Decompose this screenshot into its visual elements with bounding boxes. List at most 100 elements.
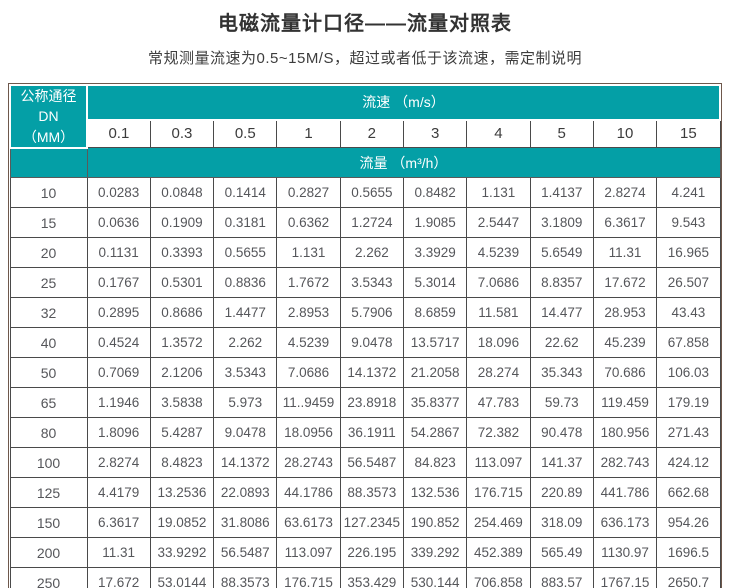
flow-value-cell: 2650.7 xyxy=(656,567,721,588)
velocity-header-cell: 2 xyxy=(339,119,404,149)
flow-value-cell: 2.262 xyxy=(213,327,278,359)
flow-value-cell: 0.8482 xyxy=(402,177,468,209)
velocity-header-cell: 10 xyxy=(592,119,658,149)
table-row: 50 0.7069 2.1206 3.5343 7.0686 14.1372 21.2058… xyxy=(9,357,721,389)
dn-cell: 100 xyxy=(9,447,88,479)
corner-header-line2: （MM） xyxy=(22,128,75,145)
flow-value-cell: 16.965 xyxy=(656,237,721,269)
table-row: 32 0.2895 0.8686 1.4477 2.8953 5.7906 8.6859 11… xyxy=(9,297,721,329)
flow-value-cell: 22.0893 xyxy=(213,477,278,509)
table-row: 40 0.4524 1.3572 2.262 4.5239 9.0478 13.5717 18… xyxy=(9,327,721,359)
flow-value-cell: 179.19 xyxy=(656,387,721,419)
flow-value-cell: 176.715 xyxy=(276,567,341,588)
flow-value-cell: 0.1131 xyxy=(86,237,151,269)
flow-value-cell: 1.1946 xyxy=(86,387,151,419)
velocity-header-cell: 1 xyxy=(276,119,341,149)
flow-value-cell: 0.3181 xyxy=(213,207,278,239)
flow-value-cell: 1696.5 xyxy=(656,537,721,569)
flow-value-cell: 54.2867 xyxy=(402,417,468,449)
flow-value-cell: 113.097 xyxy=(276,537,341,569)
flow-value-cell: 1.4137 xyxy=(529,177,594,209)
flow-value-cell: 13.2536 xyxy=(149,477,215,509)
dn-cell: 15 xyxy=(9,207,88,239)
flow-value-cell: 132.536 xyxy=(402,477,468,509)
dn-cell: 10 xyxy=(9,177,88,209)
table-row: 10 0.0283 0.0848 0.1414 0.2827 0.5655 0.8482 1.… xyxy=(9,177,721,209)
table-row: 100 2.8274 8.4823 14.1372 28.2743 56.5487 84.8… xyxy=(9,447,721,479)
flow-value-cell: 72.382 xyxy=(466,417,531,449)
flow-value-cell: 1.131 xyxy=(466,177,531,209)
flow-value-cell: 4.5239 xyxy=(466,237,531,269)
flow-value-cell: 4.5239 xyxy=(276,327,341,359)
flow-value-cell: 90.478 xyxy=(529,417,594,449)
table-row: 20 0.1131 0.3393 0.5655 1.131 2.262 3.3929 4.52… xyxy=(9,237,721,269)
flow-value-cell: 2.1206 xyxy=(149,357,215,389)
flow-value-cell: 530.144 xyxy=(402,567,468,588)
flow-value-cell: 14.1372 xyxy=(339,357,404,389)
flow-value-cell: 31.8086 xyxy=(213,507,278,539)
flow-value-cell: 3.5343 xyxy=(213,357,278,389)
table-body: 10 0.0283 0.0848 0.1414 0.2827 0.5655 0.8482 1.… xyxy=(9,177,721,588)
flow-value-cell: 21.2058 xyxy=(402,357,468,389)
flow-value-cell: 1.9085 xyxy=(402,207,468,239)
flow-value-cell: 883.57 xyxy=(529,567,594,588)
flow-value-cell: 113.097 xyxy=(466,447,531,479)
flow-value-cell: 17.672 xyxy=(86,567,151,588)
dn-cell: 25 xyxy=(9,267,88,299)
dn-cell: 32 xyxy=(9,297,88,329)
flow-value-cell: 56.5487 xyxy=(339,447,404,479)
dn-cell: 20 xyxy=(9,237,88,269)
flow-value-cell: 226.195 xyxy=(339,537,404,569)
flow-value-cell: 3.1809 xyxy=(529,207,594,239)
flow-value-cell: 13.5717 xyxy=(402,327,468,359)
table-row: 25 0.1767 0.5301 0.8836 1.7672 3.5343 5.3014 7.… xyxy=(9,267,721,299)
flow-value-cell: 282.743 xyxy=(592,447,658,479)
flow-header-left-cell xyxy=(9,147,88,179)
velocity-values-row: 0.1 0.3 0.5 1 2 3 4 5 10 15 xyxy=(10,119,721,149)
table-row: 65 1.1946 3.5838 5.973 11..9459 23.8918 35.837… xyxy=(9,387,721,419)
dn-cell: 65 xyxy=(9,387,88,419)
flow-value-cell: 2.262 xyxy=(339,237,404,269)
flow-value-cell: 254.469 xyxy=(466,507,531,539)
flow-value-cell: 33.9292 xyxy=(149,537,215,569)
velocity-header-cell: 0.1 xyxy=(86,119,151,149)
flow-value-cell: 45.239 xyxy=(592,327,658,359)
flow-value-cell: 2.8274 xyxy=(86,447,151,479)
flow-value-cell: 424.12 xyxy=(656,447,721,479)
dn-cell: 250 xyxy=(9,567,88,588)
flow-value-cell: 67.858 xyxy=(656,327,721,359)
flow-value-cell: 9.0478 xyxy=(339,327,404,359)
dn-cell: 80 xyxy=(9,417,88,449)
dn-cell: 125 xyxy=(9,477,88,509)
flow-value-cell: 14.477 xyxy=(529,297,594,329)
velocity-header-cell: 3 xyxy=(402,119,468,149)
flow-value-cell: 271.43 xyxy=(656,417,721,449)
flow-value-cell: 706.858 xyxy=(466,567,531,588)
flow-value-cell: 6.3617 xyxy=(592,207,658,239)
flow-value-cell: 36.1911 xyxy=(339,417,404,449)
flow-value-cell: 2.8274 xyxy=(592,177,658,209)
flow-value-cell: 18.0956 xyxy=(276,417,341,449)
dn-cell: 150 xyxy=(9,507,88,539)
flow-value-cell: 0.4524 xyxy=(86,327,151,359)
flow-value-cell: 106.03 xyxy=(656,357,721,389)
flow-value-cell: 7.0686 xyxy=(276,357,341,389)
flow-value-cell: 0.2827 xyxy=(276,177,341,209)
flow-value-cell: 119.459 xyxy=(592,387,658,419)
flow-value-cell: 9.0478 xyxy=(213,417,278,449)
flow-value-cell: 1767.15 xyxy=(592,567,658,588)
flow-value-cell: 0.0636 xyxy=(86,207,151,239)
flow-value-cell: 18.096 xyxy=(466,327,531,359)
flow-value-cell: 220.89 xyxy=(529,477,594,509)
flow-value-cell: 141.37 xyxy=(529,447,594,479)
velocity-header-cell: 0.3 xyxy=(149,119,215,149)
flow-value-cell: 0.6362 xyxy=(276,207,341,239)
flow-value-cell: 9.543 xyxy=(656,207,721,239)
flow-value-cell: 0.0848 xyxy=(149,177,215,209)
flow-value-cell: 3.5838 xyxy=(149,387,215,419)
flow-value-cell: 14.1372 xyxy=(213,447,278,479)
flow-value-cell: 190.852 xyxy=(402,507,468,539)
flow-value-cell: 8.6859 xyxy=(402,297,468,329)
flow-value-cell: 43.43 xyxy=(656,297,721,329)
flow-value-cell: 0.3393 xyxy=(149,237,215,269)
